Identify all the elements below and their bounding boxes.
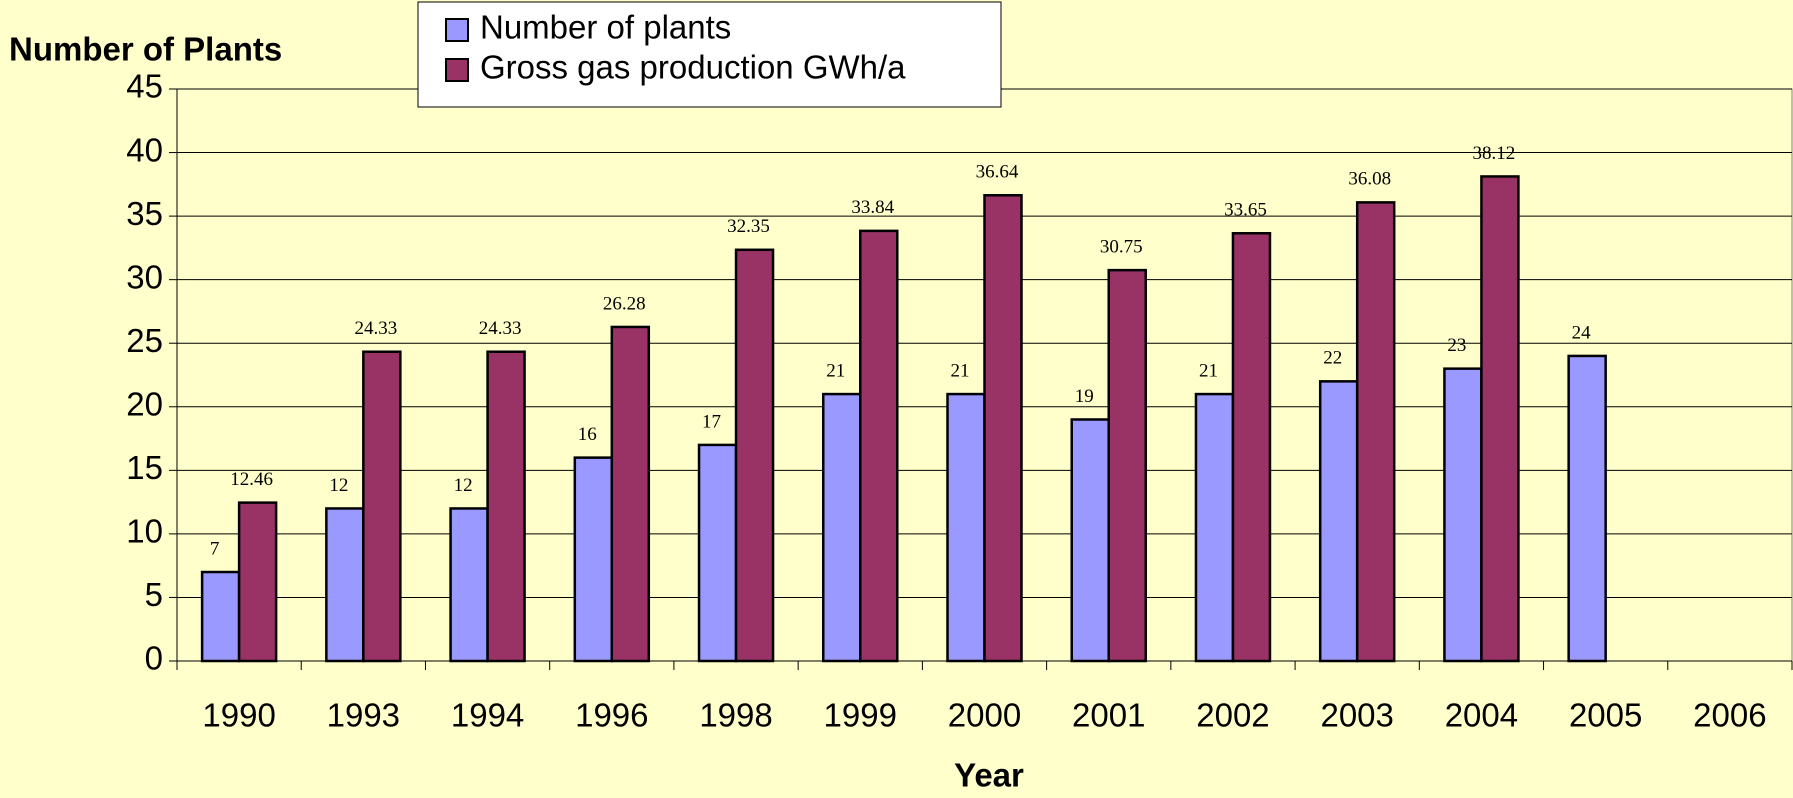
value-label: 17 — [702, 411, 721, 432]
value-label: 33.65 — [1224, 200, 1267, 221]
x-tick-label: 1996 — [575, 697, 648, 734]
value-label: 38.12 — [1473, 143, 1516, 164]
value-label: 36.08 — [1348, 169, 1391, 190]
bar — [734, 248, 775, 663]
bar — [486, 350, 526, 663]
value-label: 30.75 — [1100, 236, 1143, 257]
value-label: 26.28 — [603, 293, 646, 314]
value-label: 33.84 — [851, 197, 894, 218]
x-tick-label: 2004 — [1445, 697, 1518, 734]
value-label: 21 — [1199, 360, 1218, 381]
x-tick-label: 1998 — [699, 697, 772, 734]
y-tick-label: 10 — [126, 513, 163, 550]
value-label: 21 — [951, 360, 970, 381]
value-label: 32.35 — [727, 216, 770, 237]
legend-label: Number of plants — [480, 9, 731, 46]
legend-label: Gross gas production GWh/a — [480, 49, 906, 86]
legend-swatch — [445, 58, 469, 82]
y-tick-label: 35 — [126, 195, 163, 232]
y-tick-label: 45 — [126, 68, 163, 105]
bar — [1443, 367, 1483, 663]
x-tick-label: 2005 — [1569, 697, 1642, 734]
y-tick-label: 15 — [126, 449, 163, 486]
y-axis-title: Number of Plants — [9, 31, 282, 68]
legend-swatch — [445, 18, 469, 42]
bar — [573, 456, 614, 663]
bar — [610, 325, 651, 663]
x-tick-label: 1999 — [824, 697, 897, 734]
bar — [1194, 392, 1235, 663]
value-label: 24 — [1572, 322, 1592, 343]
y-tick-label: 40 — [126, 131, 163, 168]
x-tick-label: 2003 — [1320, 697, 1393, 734]
x-tick-label: 1994 — [451, 697, 524, 734]
bar — [237, 501, 278, 663]
x-tick-label: 1990 — [202, 697, 275, 734]
x-tick-label: 2000 — [948, 697, 1021, 734]
value-label: 7 — [210, 538, 220, 559]
y-tick-label: 25 — [126, 322, 163, 359]
bar — [983, 194, 1023, 663]
value-label: 12.46 — [230, 469, 273, 490]
value-label: 16 — [578, 424, 597, 445]
bar — [1567, 354, 1607, 663]
bar — [1107, 268, 1147, 663]
y-tick-label: 0 — [145, 640, 163, 677]
value-label: 12 — [329, 475, 348, 496]
bar — [1318, 380, 1359, 663]
value-label: 21 — [826, 360, 845, 381]
x-tick-label: 2001 — [1072, 697, 1145, 734]
bar — [822, 392, 862, 663]
bar — [1070, 418, 1110, 663]
value-label: 23 — [1447, 335, 1466, 356]
x-tick-label: 1993 — [327, 697, 400, 734]
value-label: 36.64 — [976, 162, 1019, 183]
bar — [200, 570, 241, 663]
y-tick-label: 20 — [126, 385, 163, 422]
value-label: 24.33 — [354, 318, 397, 339]
value-label: 24.33 — [479, 318, 522, 339]
x-tick-label: 2002 — [1196, 697, 1269, 734]
legend-box — [417, 1, 1002, 108]
bar — [1480, 175, 1520, 663]
y-tick-label: 5 — [145, 576, 163, 613]
value-label: 22 — [1323, 348, 1342, 369]
bar — [697, 443, 738, 663]
value-label: 19 — [1075, 386, 1094, 407]
bar — [1231, 232, 1272, 663]
x-tick-label: 2006 — [1693, 697, 1766, 734]
y-tick-label: 30 — [126, 258, 163, 295]
bar — [859, 229, 899, 663]
bar — [362, 350, 402, 663]
value-label: 12 — [454, 475, 473, 496]
bar — [325, 507, 365, 663]
x-axis-title: Year — [954, 757, 1024, 794]
bar — [1355, 201, 1396, 663]
bar — [946, 392, 986, 663]
bar — [449, 507, 489, 663]
